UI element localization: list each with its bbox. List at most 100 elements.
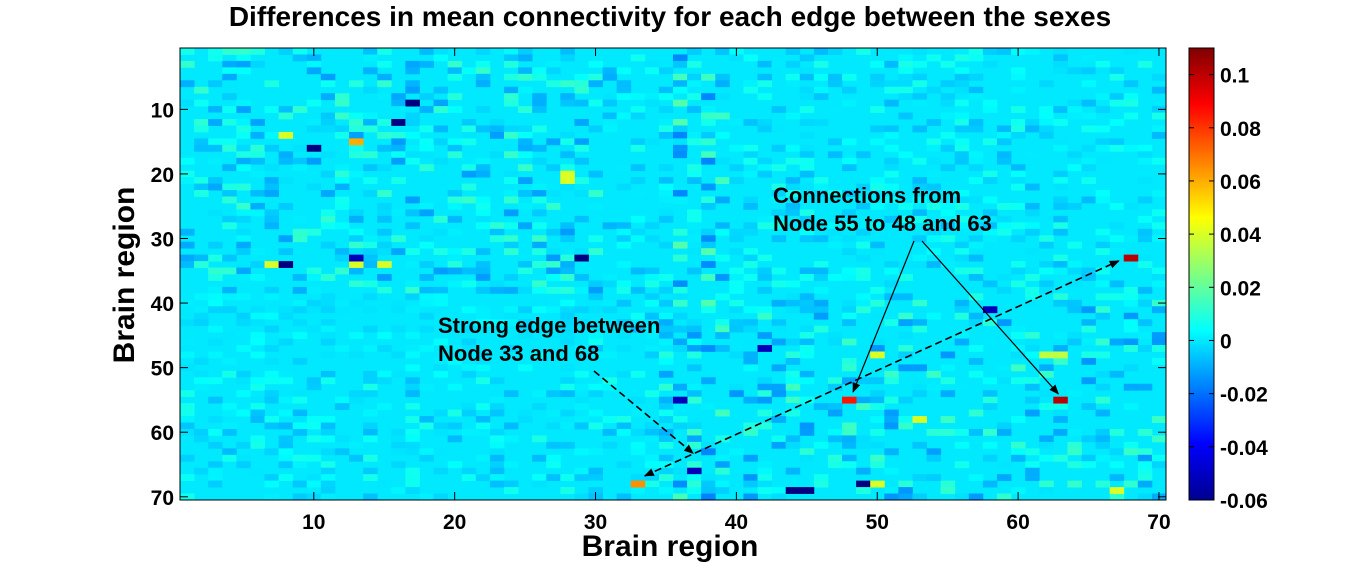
heatmap-cell: [1109, 73, 1125, 81]
heatmap-cell: [884, 157, 899, 165]
heatmap-cell: [1151, 345, 1167, 352]
heatmap-cell: [856, 306, 871, 314]
heatmap-cell: [982, 480, 998, 488]
heatmap-cell: [461, 370, 477, 378]
heatmap-cell: [968, 157, 984, 165]
heatmap-cell: [926, 383, 942, 391]
heatmap-cell: [349, 112, 364, 120]
heatmap-cell: [715, 80, 730, 88]
heatmap-cell: [405, 448, 420, 456]
heatmap-cell: [447, 106, 463, 113]
heatmap-cell: [1039, 280, 1054, 288]
heatmap-cell: [419, 138, 434, 146]
heatmap-cell: [363, 164, 378, 172]
heatmap-cell: [264, 416, 279, 423]
heatmap-cell: [264, 325, 279, 333]
heatmap-cell: [405, 383, 420, 391]
heatmap-cell: [377, 73, 392, 81]
heatmap-cell: [377, 403, 392, 410]
heatmap-cell: [1151, 280, 1167, 288]
heatmap-cell: [194, 370, 209, 378]
heatmap-cell: [222, 190, 237, 197]
heatmap-cell: [658, 215, 674, 223]
heatmap-cell: [1137, 157, 1153, 165]
heatmap-cell: [433, 267, 449, 275]
heatmap-cell: [320, 338, 336, 346]
heatmap-cell: [715, 131, 730, 139]
heatmap-cell: [250, 319, 265, 327]
heatmap-cell: [560, 177, 575, 184]
x-tick-label: 50: [866, 511, 889, 534]
heatmap-cell: [968, 267, 984, 275]
heatmap-cell: [546, 441, 561, 449]
heatmap-cell: [658, 177, 674, 184]
heatmap-cell: [912, 48, 927, 55]
heatmap-cell: [715, 345, 730, 352]
heatmap-cell: [940, 351, 956, 359]
heatmap-cell: [842, 86, 857, 94]
heatmap-cell: [320, 170, 336, 178]
heatmap-cell: [1137, 467, 1153, 475]
heatmap-cell: [306, 60, 322, 68]
heatmap-cell: [954, 144, 970, 152]
heatmap-cell: [475, 106, 491, 113]
heatmap-cell: [673, 422, 688, 430]
x-tick-label: 70: [1147, 511, 1170, 534]
heatmap-cell: [813, 441, 829, 449]
heatmap-cell: [912, 157, 927, 165]
heatmap-cell: [363, 293, 378, 301]
heatmap-cell: [701, 119, 716, 126]
heatmap-cell: [799, 332, 815, 339]
heatmap-cell: [827, 80, 843, 88]
heatmap-cell: [982, 377, 998, 385]
heatmap-cell: [884, 261, 899, 268]
heatmap-cell: [320, 80, 336, 88]
heatmap-cell: [334, 403, 350, 410]
heatmap-cell: [222, 448, 237, 456]
heatmap-cell: [546, 332, 561, 339]
heatmap-cell: [799, 454, 815, 462]
heatmap-cell: [475, 403, 491, 410]
heatmap-cell: [926, 54, 942, 62]
heatmap-cell: [391, 93, 406, 101]
heatmap-cell: [687, 80, 702, 88]
heatmap-cell: [560, 319, 575, 327]
heatmap-cell: [1095, 351, 1111, 359]
heatmap-cell: [180, 228, 195, 236]
annotation-node-55: Connections from: [773, 183, 961, 208]
heatmap-cell: [250, 119, 265, 126]
heatmap-cell: [180, 332, 195, 339]
heatmap-cell: [588, 332, 603, 339]
heatmap-cell: [503, 422, 519, 430]
heatmap-cell: [250, 190, 265, 197]
heatmap-cell: [1081, 351, 1096, 359]
heatmap-cell: [954, 428, 970, 436]
heatmap-cell: [1053, 261, 1068, 268]
heatmap-cell: [673, 241, 688, 249]
heatmap-cell: [1053, 183, 1068, 191]
heatmap-cell: [1039, 487, 1054, 494]
heatmap-cell: [898, 416, 913, 423]
heatmap-cell: [701, 106, 716, 113]
heatmap-cell: [320, 428, 336, 436]
heatmap-cell: [208, 461, 223, 469]
colorbar-tick-label: 0.08: [1220, 118, 1261, 141]
heatmap-cell: [856, 480, 871, 488]
heatmap-cell: [180, 48, 195, 55]
heatmap-cell: [574, 351, 589, 359]
heatmap-cell: [884, 422, 899, 430]
heatmap-cell: [560, 325, 575, 333]
heatmap-cell: [856, 241, 871, 249]
heatmap-cell: [701, 241, 716, 249]
heatmap-cell: [602, 125, 618, 133]
heatmap-cell: [560, 474, 575, 482]
heatmap-cell: [475, 248, 491, 256]
heatmap-cell: [560, 390, 575, 398]
heatmap-cell: [701, 138, 716, 146]
heatmap-cell: [813, 480, 829, 488]
heatmap-cell: [588, 190, 603, 197]
heatmap-cell: [884, 409, 899, 417]
heatmap-cell: [419, 241, 434, 249]
heatmap-cell: [1011, 332, 1026, 339]
heatmap-cell: [518, 274, 533, 281]
